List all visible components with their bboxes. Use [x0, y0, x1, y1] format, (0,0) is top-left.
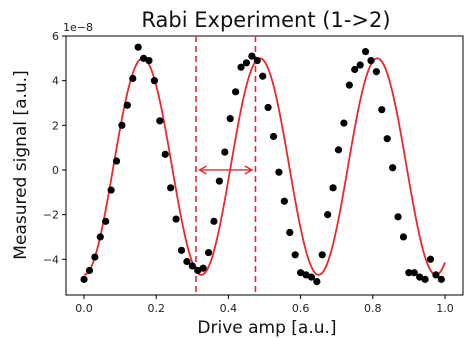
data-point [275, 168, 283, 176]
y-scale-label: 1e−8 [63, 21, 93, 34]
data-point [91, 253, 99, 261]
data-point [416, 273, 424, 281]
data-point [194, 266, 202, 275]
data-point [426, 255, 435, 263]
data-point [361, 48, 370, 56]
data-point [107, 186, 115, 194]
x-axis-ticks: 0.0 0.2 0.4 0.6 0.8 1.0 [75, 295, 454, 315]
data-point [102, 217, 110, 225]
data-point [85, 266, 94, 275]
data-point [356, 61, 364, 69]
data-point [139, 54, 148, 62]
data-point [307, 273, 316, 281]
arrow-head-right [244, 165, 254, 175]
x-tick-label: 0.0 [75, 302, 93, 315]
data-point [296, 269, 305, 277]
y-tick-label: −2 [43, 209, 59, 222]
x-tick-label: 0.4 [220, 302, 238, 315]
data-point [204, 248, 213, 257]
data-point [177, 246, 186, 254]
data-point [432, 271, 440, 279]
data-point [134, 43, 142, 51]
data-point [269, 132, 278, 141]
y-axis-ticks: −4 −2 0 2 4 6 [43, 30, 66, 266]
data-point [167, 184, 175, 192]
data-point [313, 278, 321, 286]
y-axis-title: Measured signal [a.u.] [11, 70, 31, 259]
data-point [80, 275, 88, 283]
x-tick-label: 0.2 [147, 302, 165, 315]
y-tick-label: 2 [52, 119, 59, 132]
plot-frame [65, 35, 464, 296]
data-point [232, 88, 240, 96]
chart-title: Rabi Experiment (1->2) [141, 8, 390, 32]
y-tick-label: 0 [52, 164, 59, 177]
data-point [394, 213, 402, 221]
data-point [161, 150, 169, 158]
data-point [264, 103, 272, 112]
data-point [345, 81, 353, 89]
data-point [351, 65, 359, 74]
y-tick-label: 6 [52, 30, 59, 43]
arrow-head-left [198, 165, 207, 175]
x-tick-label: 0.6 [292, 302, 310, 315]
data-point [210, 217, 218, 225]
data-point [150, 77, 159, 85]
data-point [399, 233, 408, 241]
data-point [123, 101, 131, 109]
y-tick-label: −4 [43, 253, 59, 266]
data-point [156, 117, 164, 125]
data-point [318, 251, 326, 259]
data-point [237, 63, 245, 71]
y-tick-label: 4 [52, 75, 59, 88]
data-point [280, 197, 288, 205]
data-point [389, 164, 397, 172]
data-point [226, 115, 234, 123]
data-point [383, 135, 391, 143]
data-point [324, 211, 332, 219]
data-point [129, 74, 137, 83]
data-point [221, 148, 229, 156]
data-point [259, 72, 267, 80]
data-point [421, 275, 429, 283]
data-point [242, 59, 251, 67]
data-point [437, 275, 445, 283]
data-point [112, 157, 121, 165]
data-point [329, 184, 337, 192]
data-point [172, 215, 180, 223]
data-point [253, 56, 261, 65]
x-tick-label: 0.8 [364, 302, 382, 315]
data-point [291, 251, 299, 259]
data-point [199, 264, 207, 272]
data-point [183, 257, 191, 266]
data-point [410, 269, 418, 277]
data-point [405, 269, 413, 277]
data-point [188, 262, 196, 270]
data-point [378, 106, 386, 114]
data-point [118, 121, 126, 129]
plot-area [65, 35, 464, 296]
data-point [372, 68, 380, 76]
x-axis-title: Drive amp [a.u.] [197, 318, 336, 338]
data-point [286, 228, 294, 237]
data-point [340, 119, 348, 127]
data-point [334, 146, 343, 154]
data-point [96, 233, 104, 241]
data-point [145, 56, 153, 65]
data-point [302, 271, 310, 279]
data-point [367, 56, 375, 65]
data-point [215, 177, 223, 185]
data-point [248, 52, 256, 60]
x-tick-label: 1.0 [436, 302, 454, 315]
